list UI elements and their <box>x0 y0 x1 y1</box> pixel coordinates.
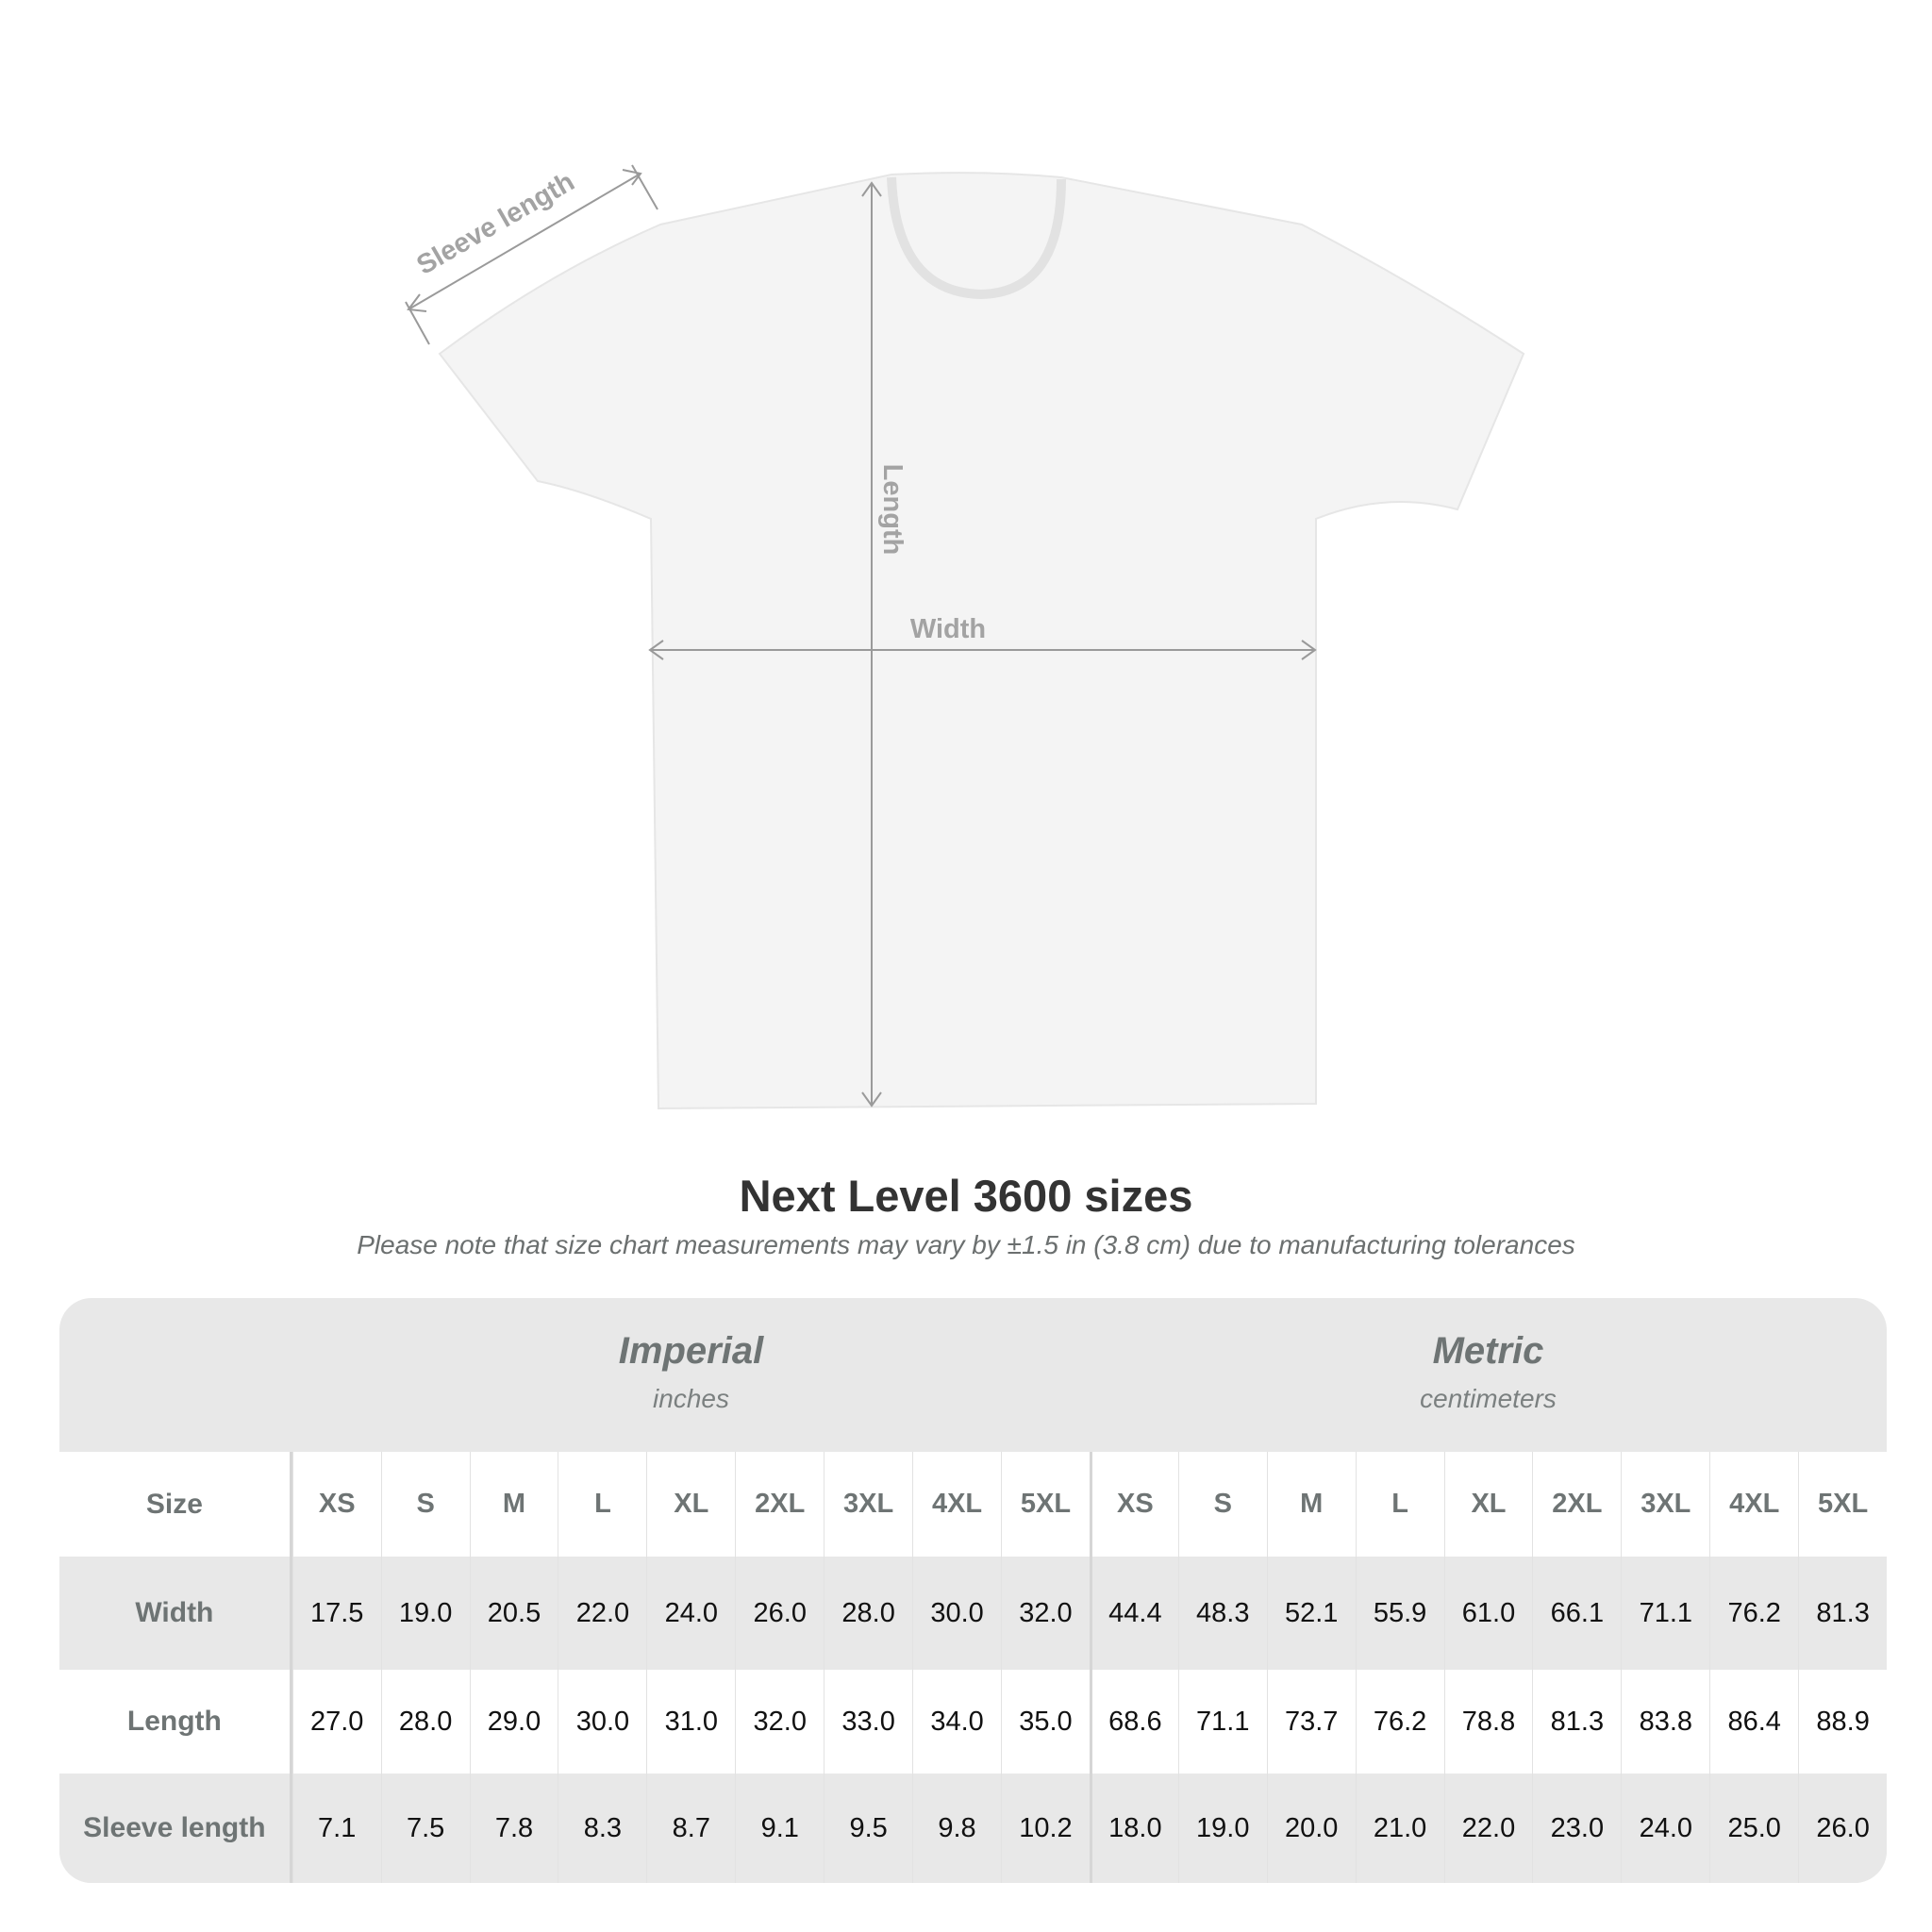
cell-metric: 22.0 <box>1443 1774 1533 1883</box>
size-header-metric: 4XL <box>1709 1452 1798 1557</box>
cell-metric: 24.0 <box>1621 1774 1709 1883</box>
cell-metric: 20.0 <box>1266 1774 1356 1883</box>
imperial-unit: inches <box>653 1384 729 1413</box>
cell-metric: 23.0 <box>1532 1774 1621 1883</box>
sleeve-length-arrow <box>408 173 641 310</box>
size-header-metric: 5XL <box>1798 1452 1887 1557</box>
cell-imperial: 9.8 <box>912 1774 1001 1883</box>
size-header-imperial: L <box>558 1452 646 1557</box>
cell-metric: 21.0 <box>1355 1774 1444 1883</box>
cell-metric: 81.3 <box>1532 1670 1621 1774</box>
table-row: Length 27.0 28.0 29.0 30.0 31.0 32.0 33.0 34.0 35… <box>59 1670 1887 1774</box>
cell-imperial: 9.5 <box>824 1774 912 1883</box>
cell-imperial: 30.0 <box>558 1670 646 1774</box>
width-label: Width <box>910 614 986 644</box>
size-header-imperial: 4XL <box>912 1452 1001 1557</box>
tolerance-note: Please note that size chart measurements… <box>357 1230 1575 1259</box>
tshirt-illustration <box>438 172 1525 1110</box>
cell-metric: 55.9 <box>1355 1557 1444 1670</box>
cell-metric: 61.0 <box>1443 1557 1533 1670</box>
size-header-metric: XS <box>1089 1452 1178 1557</box>
cell-metric: 44.4 <box>1089 1557 1178 1670</box>
cell-imperial: 7.1 <box>291 1774 381 1883</box>
cell-metric: 88.9 <box>1798 1670 1887 1774</box>
cell-metric: 52.1 <box>1266 1557 1356 1670</box>
size-header-metric: L <box>1355 1452 1444 1557</box>
cell-imperial: 26.0 <box>735 1557 824 1670</box>
cell-imperial: 7.8 <box>469 1774 558 1883</box>
cell-metric: 76.2 <box>1709 1557 1798 1670</box>
size-header-imperial: 5XL <box>1001 1452 1090 1557</box>
cell-imperial: 35.0 <box>1001 1670 1090 1774</box>
cell-imperial: 22.0 <box>558 1557 646 1670</box>
size-header-row: Size XS S M L XL 2XL 3XL 4XL 5XL XS S M L XL 2XL 3XL 4XL 5… <box>59 1452 1887 1557</box>
row-label: Length <box>59 1670 292 1774</box>
size-header-metric: M <box>1266 1452 1356 1557</box>
tshirt-diagram: Sleeve length Length Width <box>405 164 1525 1110</box>
cell-metric: 73.7 <box>1266 1670 1356 1774</box>
cell-imperial: 10.2 <box>1001 1774 1090 1883</box>
cell-metric: 71.1 <box>1177 1670 1267 1774</box>
imperial-header: Imperial inches <box>292 1298 1090 1452</box>
metric-title: Metric <box>1432 1330 1544 1372</box>
cell-imperial: 33.0 <box>824 1670 912 1774</box>
cell-metric: 76.2 <box>1355 1670 1444 1774</box>
metric-unit: centimeters <box>1420 1384 1557 1413</box>
table-row: Sleeve length 7.1 7.5 7.8 8.3 8.7 9.1 9.5 9.8 10.… <box>59 1774 1887 1883</box>
size-header-imperial: XS <box>291 1452 381 1557</box>
cell-metric: 19.0 <box>1177 1774 1267 1883</box>
cell-imperial: 29.0 <box>469 1670 558 1774</box>
size-header-metric: 2XL <box>1532 1452 1621 1557</box>
cell-imperial: 30.0 <box>912 1557 1001 1670</box>
cell-imperial: 31.0 <box>646 1670 735 1774</box>
cell-imperial: 8.3 <box>558 1774 646 1883</box>
cell-metric: 48.3 <box>1177 1557 1267 1670</box>
cell-metric: 78.8 <box>1443 1670 1533 1774</box>
cell-imperial: 27.0 <box>291 1670 381 1774</box>
row-label: Sleeve length <box>59 1774 292 1883</box>
cell-imperial: 24.0 <box>646 1557 735 1670</box>
imperial-title: Imperial <box>618 1330 764 1372</box>
cell-imperial: 28.0 <box>380 1670 470 1774</box>
cell-imperial: 19.0 <box>380 1557 470 1670</box>
size-table: Imperial inches Metric centimeters Size X… <box>59 1298 1887 1883</box>
size-header-imperial: 2XL <box>735 1452 824 1557</box>
page-title: Next Level 3600 sizes <box>739 1171 1193 1221</box>
cell-metric: 68.6 <box>1089 1670 1178 1774</box>
size-header-metric: 3XL <box>1621 1452 1709 1557</box>
size-header-imperial: M <box>469 1452 558 1557</box>
size-header-imperial: S <box>380 1452 470 1557</box>
cell-metric: 86.4 <box>1709 1670 1798 1774</box>
length-label: Length <box>877 464 908 556</box>
cell-imperial: 32.0 <box>735 1670 824 1774</box>
metric-header: Metric centimeters <box>1090 1298 1887 1452</box>
cell-metric: 66.1 <box>1532 1557 1621 1670</box>
cell-metric: 26.0 <box>1798 1774 1887 1883</box>
table-row: Width 17.5 19.0 20.5 22.0 24.0 26.0 28.0 30.0 32.… <box>59 1557 1887 1670</box>
cell-metric: 71.1 <box>1621 1557 1709 1670</box>
row-label: Size <box>59 1452 292 1557</box>
size-header-imperial: XL <box>646 1452 735 1557</box>
size-header-metric: XL <box>1443 1452 1533 1557</box>
cell-imperial: 28.0 <box>824 1557 912 1670</box>
cell-imperial: 17.5 <box>291 1557 381 1670</box>
size-header-imperial: 3XL <box>824 1452 912 1557</box>
cell-imperial: 32.0 <box>1001 1557 1090 1670</box>
size-header-metric: S <box>1177 1452 1267 1557</box>
cell-metric: 81.3 <box>1798 1557 1887 1670</box>
cell-metric: 83.8 <box>1621 1670 1709 1774</box>
cell-metric: 18.0 <box>1089 1774 1178 1883</box>
cell-imperial: 7.5 <box>380 1774 470 1883</box>
cell-imperial: 9.1 <box>735 1774 824 1883</box>
cell-imperial: 20.5 <box>469 1557 558 1670</box>
cell-imperial: 8.7 <box>646 1774 735 1883</box>
row-label: Width <box>59 1557 292 1670</box>
cell-metric: 25.0 <box>1709 1774 1798 1883</box>
tshirt-collar <box>887 176 1066 300</box>
cell-imperial: 34.0 <box>912 1670 1001 1774</box>
